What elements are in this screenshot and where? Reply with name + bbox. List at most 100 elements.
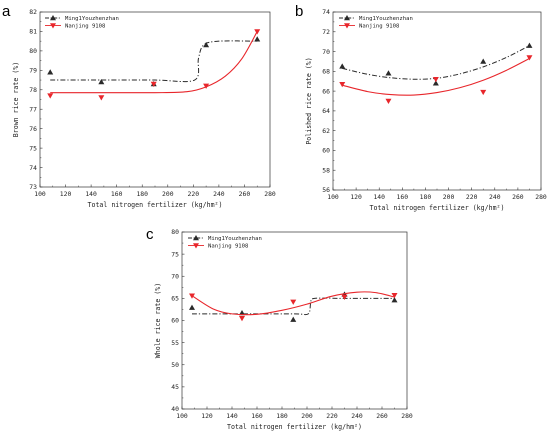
fit-line [342,45,530,80]
y-tick-label: 74 [322,8,330,16]
y-tick-label: 80 [171,228,179,236]
x-axis: 100 120 140 160 180 200 220 240 260 280 [176,406,413,420]
x-tick-label: 260 [376,412,388,420]
legend-marker [50,23,56,29]
y-tick-label: 74 [29,164,37,172]
x-tick-label: 240 [213,190,225,198]
legend-label: Nanjing 9108 [65,24,106,30]
x-tick-label: 200 [301,412,313,420]
data-point [290,299,297,305]
y-tick-label: 56 [322,186,330,194]
y-tick-label: 50 [171,361,179,369]
x-tick-label: 160 [397,193,409,201]
y-tick-label: 62 [322,127,330,135]
legend-marker [193,243,199,249]
y-tick-label: 60 [171,317,179,325]
series-nanjing-9108 [339,55,533,104]
legend-label: Nanjing 9108 [208,244,249,250]
x-tick-label: 220 [466,193,478,201]
panel-letter: a [2,3,11,20]
data-point [150,81,157,87]
y-tick-label: 66 [322,87,330,95]
legend: Ming1Youzhenzhan Nanjing 9108 [45,15,119,30]
x-tick-label: 140 [226,412,238,420]
chart-panel-b: b 100 120 140 160 180 200 220 240 260 280 56 58 60 62… [295,3,547,212]
y-axis-label: Brown rice rate (%) [12,62,20,137]
legend-label: Ming1Youzhenzhan [359,16,413,22]
x-tick-label: 100 [176,412,188,420]
x-axis-label: Total nitrogen fertilizer (kg/hm²) [88,201,223,209]
y-tick-label: 45 [171,383,179,391]
panel-letter: c [146,226,154,243]
y-axis-label: Whole rice rate (%) [154,283,162,358]
chart-panel-a: a 100 120 140 160 180 200 220 240 260 280 73 74 75 76… [2,3,276,209]
data-point [385,98,392,104]
y-tick-label: 68 [322,68,330,76]
data-point [239,309,245,316]
y-tick-label: 72 [322,28,330,36]
data-point [341,294,348,301]
data-point [339,63,346,69]
x-tick-label: 200 [443,193,455,201]
x-tick-label: 100 [34,190,46,198]
series-nanjing-9108 [47,29,261,101]
fit-line [50,40,258,83]
y-tick-label: 76 [29,125,37,133]
data-point [254,36,261,42]
y-tick-label: 70 [171,272,179,280]
data-point [385,70,392,76]
y-tick-label: 58 [322,166,330,174]
data-point [47,93,54,99]
data-point [432,76,439,83]
x-tick-label: 180 [136,190,148,198]
data-point [98,79,105,85]
x-tick-label: 160 [111,190,123,198]
y-tick-label: 77 [29,105,37,113]
y-tick-label: 82 [29,8,37,16]
legend-marker [50,15,56,21]
y-tick-label: 81 [29,28,37,36]
y-tick-label: 40 [171,405,179,413]
y-tick-label: 55 [171,339,179,347]
y-tick-label: 75 [29,144,37,152]
legend-marker [344,15,350,21]
chart-panel-c: c 100 120 140 160 180 200 220 240 260 280 40 45 50 55… [146,226,413,431]
data-point [189,293,195,299]
x-tick-label: 280 [535,193,547,201]
fit-line [342,57,530,96]
y-axis: 73 74 75 76 77 78 79 80 81 82 [29,8,43,191]
y-axis: 40 45 50 55 60 65 70 75 80 [171,228,185,413]
data-point [391,297,398,303]
x-tick-label: 180 [276,412,288,420]
legend-label: Ming1Youzhenzhan [65,16,119,22]
fit-line [191,291,395,316]
data-point [189,304,195,310]
data-point [290,316,297,322]
series-ming1youzhenzhan [189,291,398,322]
legend-marker [193,235,199,241]
x-tick-label: 240 [351,412,363,420]
data-point [339,81,346,88]
y-tick-label: 78 [29,86,37,94]
legend: Ming1Youzhenzhan Nanjing 9108 [339,15,413,30]
y-tick-label: 79 [29,67,37,75]
x-tick-label: 240 [489,193,501,201]
y-tick-label: 65 [171,295,179,303]
x-tick-label: 140 [85,190,97,198]
fit-line [50,31,258,94]
x-axis: 100 120 140 160 180 200 220 240 260 280 [327,187,547,201]
x-tick-label: 220 [326,412,338,420]
legend-marker [344,23,350,29]
x-axis-label: Total nitrogen fertilizer (kg/hm²) [227,423,362,431]
data-point [526,42,533,48]
y-tick-label: 60 [322,147,330,155]
x-tick-label: 120 [201,412,213,420]
x-tick-label: 200 [162,190,174,198]
data-point [391,293,398,299]
x-tick-label: 260 [239,190,251,198]
y-axis-label: Polished rice rate (%) [305,57,313,144]
y-tick-label: 70 [322,48,330,56]
x-tick-label: 280 [401,412,413,420]
series-nanjing-9108 [189,291,398,322]
data-point [432,80,439,86]
